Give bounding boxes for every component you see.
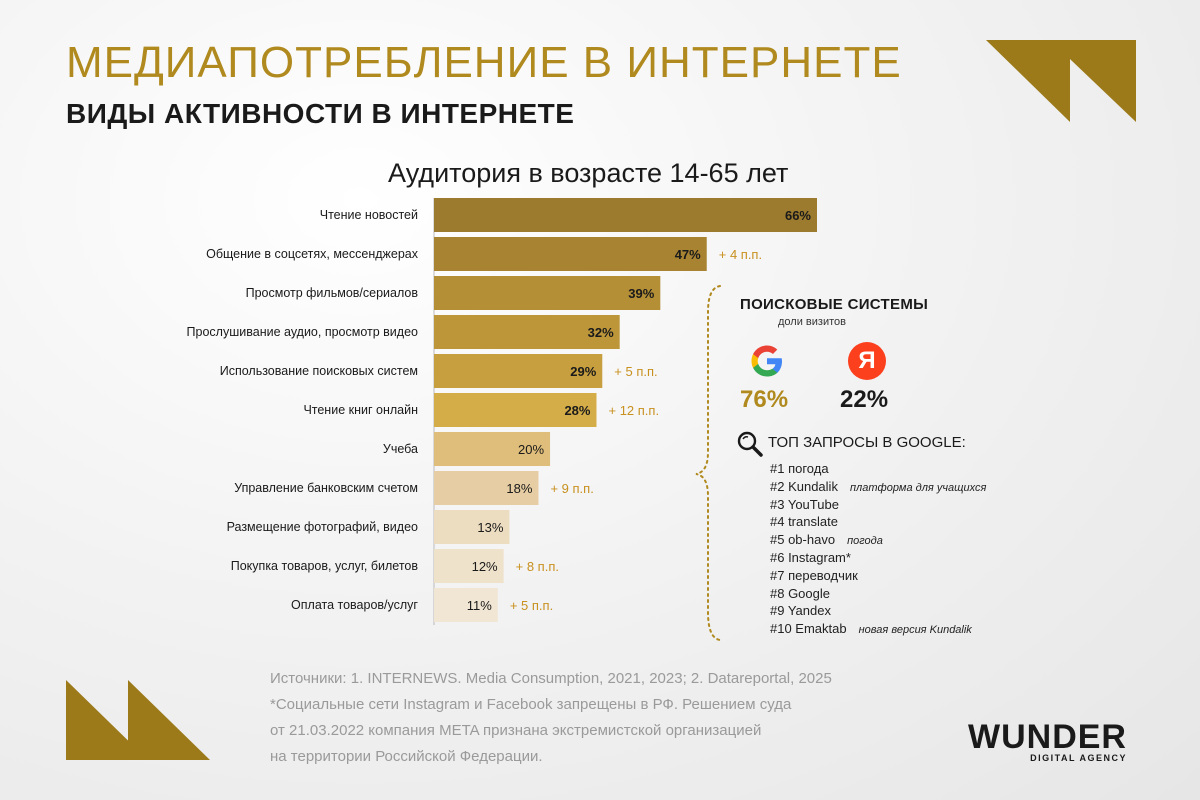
bar [434,432,551,466]
category-label: Использование поисковых систем [220,364,418,378]
query-item: #2 Kundalik платформа для учащихся [770,478,987,494]
corner-triangles-bottom-left [66,680,210,760]
category-label: Чтение новостей [320,208,418,222]
query-item: #7 переводчик [770,567,858,583]
category-label: Общение в соцсетях, мессенджерах [206,247,419,261]
value-label: 18% [506,481,532,496]
page-title: МЕДИАПОТРЕБЛЕНИЕ В ИНТЕРНЕТЕ [66,38,902,87]
brand-name: WUNDER [968,718,1127,756]
bar [434,315,620,349]
value-label: 66% [785,208,811,223]
category-label: Оплата товаров/услуг [291,598,418,612]
page-subtitle: ВИДЫ АКТИВНОСТИ В ИНТЕРНЕТЕ [66,98,575,129]
category-label: Размещение фотографий, видео [227,520,418,534]
delta-label: + 5 п.п. [510,598,553,613]
value-label: 39% [628,286,654,301]
delta-label: + 5 п.п. [614,364,657,379]
disclaimer-line: от 21.03.2022 компания META признана экс… [270,722,762,739]
disclaimer-line: *Социальные сети Instagram и Facebook за… [270,696,792,713]
category-label: Покупка товаров, услуг, билетов [231,559,419,573]
google-share: 76% [740,386,789,413]
delta-label: + 4 п.п. [719,247,762,262]
chart-title: Аудитория в возрасте 14-65 лет [388,158,789,188]
bar [434,393,597,427]
category-label: Просмотр фильмов/сериалов [246,286,419,300]
delta-label: + 12 п.п. [608,403,659,418]
category-label: Учеба [383,442,418,456]
delta-label: + 9 п.п. [550,481,593,496]
sources-line: Источники: 1. INTERNEWS. Media Consumpti… [270,670,832,687]
bar [434,549,504,583]
yandex-logo-icon: Я [848,342,886,380]
query-item: #5 ob-havo погода [770,532,883,548]
query-item: #8 Google [770,585,830,601]
category-label: Чтение книг онлайн [303,403,418,417]
value-label: 11% [467,598,492,613]
value-label: 12% [472,559,498,574]
value-label: 29% [570,364,596,379]
brand-tagline: DIGITAL AGENCY [1030,753,1127,763]
top-queries-list: #1 погода #2 Kundalik платформа для учащи… [770,460,986,638]
query-item: #4 translate [770,514,838,530]
top-queries-title: ТОП ЗАПРОСЫ В GOOGLE: [768,434,966,451]
bar [434,471,539,505]
bar [434,276,661,310]
disclaimer-line: на территории Российской Федерации. [270,748,543,765]
magnifier-icon [737,431,763,457]
query-item: #3 YouTube [770,496,839,512]
query-item: #6 Instagram* [770,549,851,565]
google-logo-icon [751,345,782,377]
category-label: Прослушивание аудио, просмотр видео [187,325,418,339]
corner-triangles-top-right [986,40,1136,122]
search-engines-subtitle: доли визитов [778,316,846,328]
sources-note: Источники: 1. INTERNEWS. Media Consumpti… [270,666,930,770]
bar [434,354,603,388]
bar [434,198,817,232]
query-item: #9 Yandex [770,603,831,619]
query-item: #10 Emaktab новая версия Kundalik [770,621,972,637]
value-label: 32% [588,325,614,340]
value-label: 13% [477,520,503,535]
yandex-share: 22% [840,386,889,413]
value-label: 28% [564,403,590,418]
bar [434,588,498,622]
value-label: 47% [675,247,701,262]
brand-logo: WUNDER DIGITAL AGENCY [968,718,1127,763]
bar [434,237,707,271]
delta-label: + 8 п.п. [516,559,559,574]
bar [434,510,510,544]
search-engines-title: ПОИСКОВЫЕ СИСТЕМЫ [740,296,929,313]
category-label: Управление банковским счетом [234,481,418,495]
value-label: 20% [518,442,544,457]
dotted-bracket [695,285,721,641]
query-item: #1 погода [770,461,829,476]
